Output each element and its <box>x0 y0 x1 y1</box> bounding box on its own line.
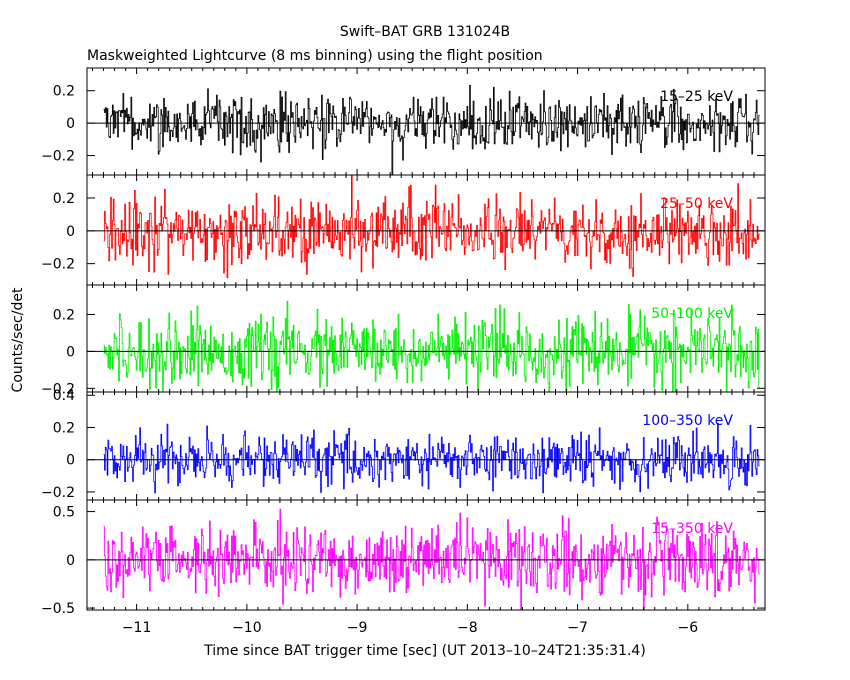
x-tick-label: −8 <box>457 620 478 636</box>
chart-subtitle: Maskweighted Lightcurve (8 ms binning) u… <box>87 48 543 64</box>
y-tick-label: 0.2 <box>53 308 75 324</box>
panels-group: −0.2 0 0.2 15–25 keV −0.2 0 0.2 25–50 keV −0.2 0 0… <box>41 67 766 617</box>
panel-3: −0.2 0 0.2 50–100 keV <box>41 284 766 397</box>
band-label: 15–350 keV <box>651 521 733 537</box>
panel-frame <box>86 67 766 176</box>
x-tick-label: −6 <box>678 620 699 636</box>
y-tick-label: 0.2 <box>53 84 75 100</box>
panel-4: −0.2 0 0.2 0.4 100–350 keV <box>41 388 766 501</box>
y-tick-label: −0.2 <box>41 257 75 273</box>
band-label: 100–350 keV <box>642 413 733 429</box>
series-trace <box>103 508 760 610</box>
y-tick-label: 0.2 <box>53 191 75 207</box>
band-label: 25–50 keV <box>660 196 733 212</box>
chart-title: Swift–BAT GRB 131024B <box>340 24 510 40</box>
band-label: 50–100 keV <box>651 306 733 322</box>
series-trace <box>103 175 760 279</box>
x-axis-label: Time since BAT trigger time [sec] (UT 20… <box>203 643 646 659</box>
panel-frame <box>86 284 766 393</box>
band-label: 15–25 keV <box>660 89 733 105</box>
series-trace <box>103 85 760 175</box>
x-tick-label: −10 <box>232 620 262 636</box>
y-tick-label: 0 <box>66 224 75 240</box>
y-tick-label: 0.2 <box>53 420 75 436</box>
y-axis-label: Counts/sec/det <box>10 287 26 392</box>
x-axis: −11 −10 −9 −8 −7 −6 <box>122 620 698 636</box>
y-tick-label: 0.4 <box>53 388 75 404</box>
y-tick-label: −0.5 <box>41 601 75 617</box>
x-tick-label: −9 <box>347 620 368 636</box>
x-tick-label: −7 <box>567 620 588 636</box>
y-tick-label: 0 <box>66 553 75 569</box>
panel-frame <box>86 499 766 611</box>
panel-2: −0.2 0 0.2 25–50 keV <box>41 174 766 286</box>
y-tick-label: 0.5 <box>53 505 75 521</box>
series-trace <box>103 423 760 494</box>
y-tick-label: −0.2 <box>41 149 75 165</box>
y-tick-label: −0.2 <box>41 381 75 397</box>
panel-5: −0.5 0 0.5 15–350 keV <box>41 499 766 617</box>
panel-frame <box>86 391 766 501</box>
y-tick-label: 0 <box>66 116 75 132</box>
x-tick-label: −11 <box>122 620 152 636</box>
series-trace <box>103 300 760 392</box>
y-tick-label: 0 <box>66 453 75 469</box>
y-tick-label: 0 <box>66 344 75 360</box>
y-tick-label: −0.2 <box>41 485 75 501</box>
panel-1: −0.2 0 0.2 15–25 keV <box>41 67 766 176</box>
